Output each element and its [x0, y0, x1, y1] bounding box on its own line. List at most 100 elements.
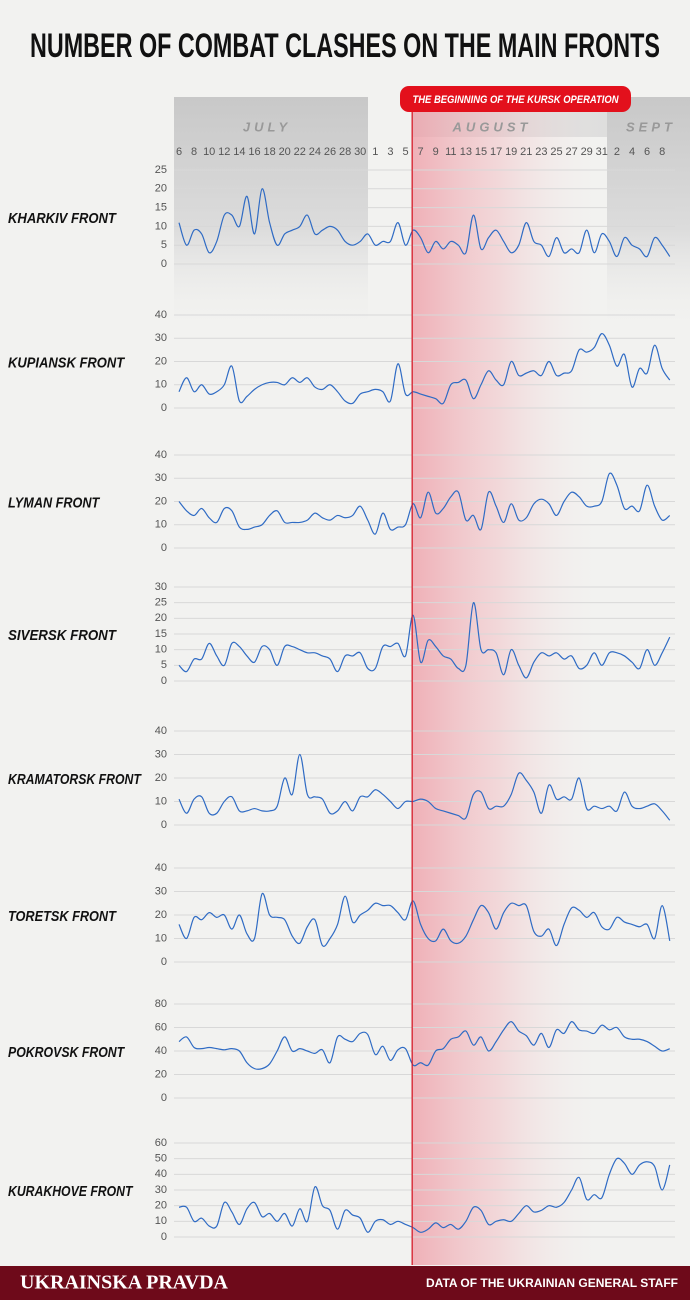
y-tick-label: 0 — [161, 1231, 167, 1243]
y-tick-label: 60 — [155, 1021, 167, 1033]
y-tick-label: 0 — [161, 258, 167, 270]
front-label: KUPIANSK FRONT — [8, 354, 126, 371]
front-label: LYMAN FRONT — [8, 494, 101, 511]
x-tick-label: 30 — [354, 146, 366, 158]
series-line — [178, 1021, 670, 1070]
august-band — [412, 112, 607, 1265]
x-tick-label: 17 — [490, 146, 502, 158]
x-tick-label: 10 — [203, 146, 215, 158]
y-tick-label: 40 — [155, 1168, 167, 1180]
front-label: TORETSK FRONT — [8, 908, 117, 925]
footer-bar — [0, 1266, 690, 1300]
y-tick-label: 40 — [155, 449, 167, 461]
y-tick-label: 20 — [155, 1200, 167, 1212]
x-tick-label: 2 — [614, 146, 620, 158]
source: DATA OF THE UKRAINIAN GENERAL STAFF — [426, 1276, 678, 1290]
x-tick-label: 24 — [309, 146, 321, 158]
y-tick-label: 60 — [155, 1137, 167, 1149]
y-tick-label: 20 — [155, 183, 167, 195]
x-tick-label: 6 — [176, 146, 182, 158]
y-tick-label: 30 — [155, 1184, 167, 1196]
y-tick-label: 20 — [155, 612, 167, 624]
july-band — [174, 97, 368, 337]
front-label: KURAKHOVE FRONT — [8, 1183, 134, 1200]
x-tick-label: 7 — [418, 146, 424, 158]
y-tick-label: 50 — [155, 1153, 167, 1165]
series-line — [178, 892, 671, 947]
y-tick-label: 10 — [155, 379, 167, 391]
x-tick-label: 21 — [520, 146, 532, 158]
month-label: JULY — [243, 119, 291, 134]
x-tick-label: 13 — [460, 146, 472, 158]
x-tick-label: 29 — [581, 146, 593, 158]
month-label: SEPT — [626, 119, 676, 134]
y-tick-label: 10 — [155, 519, 167, 531]
y-tick-label: 30 — [155, 581, 167, 593]
y-tick-label: 25 — [155, 164, 167, 176]
y-tick-label: 20 — [155, 355, 167, 367]
y-tick-label: 80 — [155, 998, 167, 1010]
y-tick-label: 10 — [155, 1215, 167, 1227]
y-tick-label: 40 — [155, 1045, 167, 1057]
month-label: AUGUST — [452, 119, 532, 134]
x-tick-label: 28 — [339, 146, 351, 158]
x-tick-label: 4 — [629, 146, 635, 158]
series-line — [178, 1157, 671, 1233]
front-label: SIVERSK FRONT — [8, 627, 118, 644]
y-tick-label: 30 — [155, 332, 167, 344]
series-line — [178, 472, 671, 535]
y-tick-label: 10 — [155, 644, 167, 656]
y-tick-label: 15 — [155, 628, 167, 640]
y-tick-label: 20 — [155, 495, 167, 507]
x-tick-label: 11 — [445, 146, 456, 158]
x-tick-label: 1 — [372, 146, 378, 158]
y-tick-label: 40 — [155, 309, 167, 321]
y-tick-label: 10 — [155, 795, 167, 807]
x-tick-label: 25 — [550, 146, 562, 158]
y-tick-label: 30 — [155, 885, 167, 897]
x-tick-label: 16 — [248, 146, 260, 158]
x-tick-label: 18 — [263, 146, 275, 158]
x-tick-label: 5 — [402, 146, 408, 158]
front-label: KRAMATORSK FRONT — [8, 771, 142, 788]
y-tick-label: 10 — [155, 932, 167, 944]
x-tick-label: 8 — [659, 146, 665, 158]
x-tick-label: 14 — [233, 146, 245, 158]
page-title: NUMBER OF COMBAT CLASHES ON THE MAIN FRO… — [30, 27, 660, 65]
y-tick-label: 5 — [161, 239, 167, 251]
y-tick-label: 0 — [161, 402, 167, 414]
event-badge — [400, 86, 631, 112]
front-label: KHARKIV FRONT — [8, 210, 117, 227]
event-label: THE BEGINNING OF THE KURSK OPERATION — [413, 94, 620, 106]
x-tick-label: 8 — [191, 146, 197, 158]
x-tick-label: 12 — [218, 146, 230, 158]
series-line — [178, 602, 671, 679]
series-line — [178, 753, 671, 821]
series-line — [178, 188, 671, 258]
brand: UKRAINSKA PRAVDA — [20, 1272, 229, 1294]
x-tick-label: 22 — [294, 146, 306, 158]
y-tick-label: 0 — [161, 542, 167, 554]
y-tick-label: 0 — [161, 956, 167, 968]
x-tick-label: 3 — [387, 146, 393, 158]
y-tick-label: 20 — [155, 1068, 167, 1080]
x-tick-label: 23 — [535, 146, 547, 158]
x-tick-label: 20 — [279, 146, 291, 158]
x-tick-label: 6 — [644, 146, 650, 158]
y-tick-label: 40 — [155, 862, 167, 874]
y-tick-label: 40 — [155, 725, 167, 737]
x-tick-label: 15 — [475, 146, 487, 158]
x-tick-label: 26 — [324, 146, 336, 158]
series-line — [178, 333, 671, 405]
y-tick-label: 0 — [161, 675, 167, 687]
x-tick-label: 9 — [433, 146, 439, 158]
x-tick-label: 27 — [565, 146, 577, 158]
y-tick-label: 0 — [161, 1092, 167, 1104]
y-tick-label: 10 — [155, 220, 167, 232]
y-tick-label: 30 — [155, 748, 167, 760]
y-tick-label: 30 — [155, 472, 167, 484]
y-tick-label: 25 — [155, 597, 167, 609]
x-tick-label: 19 — [505, 146, 517, 158]
front-label: POKROVSK FRONT — [8, 1044, 126, 1061]
